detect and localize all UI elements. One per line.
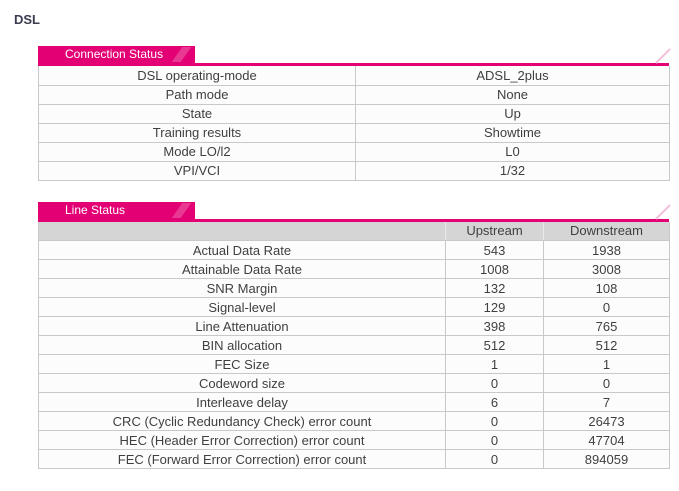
cell-downstream: 108 xyxy=(543,278,670,298)
table-row: Interleave delay 6 7 xyxy=(38,392,670,412)
cell-upstream: 0 xyxy=(445,430,544,450)
cell-upstream: 1 xyxy=(445,354,544,374)
connection-status-tab: Connection Status xyxy=(38,46,195,63)
table-row: Training results Showtime xyxy=(38,122,670,143)
row-label: Interleave delay xyxy=(38,392,446,412)
cell-downstream: 0 xyxy=(543,373,670,393)
cell-upstream: 129 xyxy=(445,297,544,317)
table-row: DSL operating-mode ADSL_2plus xyxy=(38,66,670,86)
row-label: Path mode xyxy=(38,84,356,105)
tab-arrow-icon xyxy=(171,202,192,218)
connection-status-table: DSL operating-mode ADSL_2plus Path mode … xyxy=(38,66,670,181)
cell-downstream: 3008 xyxy=(543,259,670,279)
row-label: BIN allocation xyxy=(38,335,446,355)
row-label: DSL operating-mode xyxy=(38,66,356,86)
table-row: Mode LO/l2 L0 xyxy=(38,141,670,162)
cell-downstream: 765 xyxy=(543,316,670,336)
row-label: Mode LO/l2 xyxy=(38,141,356,162)
cell-downstream: 26473 xyxy=(543,411,670,431)
line-status-table: Upstream Downstream Actual Data Rate 543… xyxy=(38,221,670,469)
row-label: Attainable Data Rate xyxy=(38,259,446,279)
cell-downstream: 47704 xyxy=(543,430,670,450)
row-value: 1/32 xyxy=(355,160,670,181)
table-row: Attainable Data Rate 1008 3008 xyxy=(38,259,670,279)
row-label: FEC Size xyxy=(38,354,446,374)
row-label: State xyxy=(38,103,356,124)
cell-upstream: 0 xyxy=(445,373,544,393)
cell-downstream: 512 xyxy=(543,335,670,355)
row-label: SNR Margin xyxy=(38,278,446,298)
header-downstream: Downstream xyxy=(543,221,670,241)
header-upstream: Upstream xyxy=(445,221,544,241)
table-row: Signal-level 129 0 xyxy=(38,297,670,317)
cell-downstream: 0 xyxy=(543,297,670,317)
tab-arrow-icon xyxy=(171,47,192,62)
table-row: VPI/VCI 1/32 xyxy=(38,160,670,181)
row-value: Up xyxy=(355,103,670,124)
header-empty-cell xyxy=(38,221,446,241)
cell-downstream: 894059 xyxy=(543,449,670,469)
table-row: HEC (Header Error Correction) error coun… xyxy=(38,430,670,450)
table-row: Actual Data Rate 543 1938 xyxy=(38,240,670,260)
cell-upstream: 0 xyxy=(445,449,544,469)
cell-downstream: 1 xyxy=(543,354,670,374)
row-label: VPI/VCI xyxy=(38,160,356,181)
row-value: Showtime xyxy=(355,122,670,143)
cell-upstream: 512 xyxy=(445,335,544,355)
row-label: FEC (Forward Error Correction) error cou… xyxy=(38,449,446,469)
table-row: SNR Margin 132 108 xyxy=(38,278,670,298)
cell-upstream: 6 xyxy=(445,392,544,412)
row-value: L0 xyxy=(355,141,670,162)
row-label: Signal-level xyxy=(38,297,446,317)
cell-upstream: 398 xyxy=(445,316,544,336)
bar-tail-decoration xyxy=(655,48,671,64)
table-row: Line Attenuation 398 765 xyxy=(38,316,670,336)
table-header-row: Upstream Downstream xyxy=(38,221,670,241)
table-row: FEC Size 1 1 xyxy=(38,354,670,374)
bar-tail-decoration xyxy=(655,203,671,220)
line-status-tab-label: Line Status xyxy=(65,202,126,217)
line-status-divider-bar xyxy=(38,203,671,222)
connection-status-divider-bar xyxy=(38,48,671,66)
cell-upstream: 543 xyxy=(445,240,544,260)
line-status-tab: Line Status xyxy=(38,201,195,219)
row-value: ADSL_2plus xyxy=(355,66,670,86)
cell-downstream: 1938 xyxy=(543,240,670,260)
table-row: BIN allocation 512 512 xyxy=(38,335,670,355)
line-status-section: Line Status Upstream Downstream Actual D… xyxy=(38,201,671,469)
page-title: DSL xyxy=(14,12,40,27)
cell-upstream: 1008 xyxy=(445,259,544,279)
row-label: Actual Data Rate xyxy=(38,240,446,260)
row-label: Line Attenuation xyxy=(38,316,446,336)
table-row: CRC (Cyclic Redundancy Check) error coun… xyxy=(38,411,670,431)
row-label: HEC (Header Error Correction) error coun… xyxy=(38,430,446,450)
cell-upstream: 132 xyxy=(445,278,544,298)
cell-upstream: 0 xyxy=(445,411,544,431)
row-label: CRC (Cyclic Redundancy Check) error coun… xyxy=(38,411,446,431)
connection-status-tab-label: Connection Status xyxy=(65,47,164,61)
table-row: Path mode None xyxy=(38,84,670,105)
table-row: Codeword size 0 0 xyxy=(38,373,670,393)
dsl-status-page: DSL Connection Status DSL operating-mode… xyxy=(14,12,671,469)
row-label: Codeword size xyxy=(38,373,446,393)
table-row: FEC (Forward Error Correction) error cou… xyxy=(38,449,670,469)
table-row: State Up xyxy=(38,103,670,124)
cell-downstream: 7 xyxy=(543,392,670,412)
connection-status-section: Connection Status DSL operating-mode ADS… xyxy=(38,46,671,181)
row-value: None xyxy=(355,84,670,105)
row-label: Training results xyxy=(38,122,356,143)
